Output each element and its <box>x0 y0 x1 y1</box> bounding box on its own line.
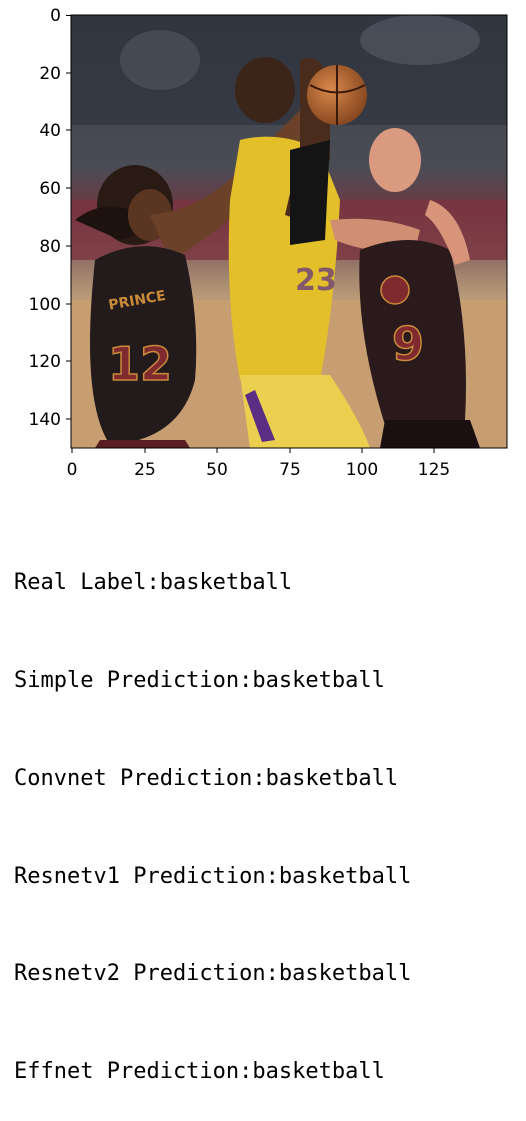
prediction-output: Real Label:basketball Simple Prediction:… <box>14 502 411 1121</box>
x-tick-label: 100 <box>346 460 378 480</box>
y-tick-label: 0 <box>50 6 61 26</box>
y-tick-label: 60 <box>39 179 61 199</box>
output-value: basketball <box>278 961 412 987</box>
y-tick-label: 120 <box>29 352 61 372</box>
output-separator: : <box>265 961 279 987</box>
output-label: Effnet Prediction <box>14 1059 240 1085</box>
x-axis: 0 25 50 75 100 125 <box>67 448 450 480</box>
y-tick-label: 80 <box>39 237 61 257</box>
x-tick-label: 0 <box>67 460 78 480</box>
output-label: Convnet Prediction <box>14 765 253 791</box>
output-separator: : <box>239 1059 253 1085</box>
output-separator: : <box>265 863 279 889</box>
output-separator: : <box>146 570 160 596</box>
output-line-resnetv2: Resnetv2 Prediction:basketball <box>14 958 411 991</box>
x-tick-label: 75 <box>279 460 301 480</box>
output-value: basketball <box>159 570 293 596</box>
output-label: Resnetv1 Prediction <box>14 863 266 889</box>
output-value: basketball <box>278 863 412 889</box>
output-value: basketball <box>252 1059 385 1085</box>
y-tick-label: 20 <box>39 64 61 84</box>
output-line-resnetv1: Resnetv1 Prediction:basketball <box>14 861 411 894</box>
output-label: Simple Prediction <box>14 667 240 693</box>
x-tick-label: 125 <box>418 460 450 480</box>
jersey-right-number: 9 <box>392 317 424 371</box>
output-separator: : <box>239 667 253 693</box>
x-tick-label: 25 <box>134 460 156 480</box>
output-line-real-label: Real Label:basketball <box>14 567 411 600</box>
x-tick-label: 50 <box>206 460 228 480</box>
y-tick-label: 40 <box>39 121 61 141</box>
basketball-photo: 23 PRINCE 12 9 <box>71 15 507 448</box>
output-line-convnet: Convnet Prediction:basketball <box>14 763 411 796</box>
output-value: basketball <box>252 667 385 693</box>
y-axis: 0 20 40 60 80 100 120 140 <box>29 6 71 430</box>
output-label: Real Label <box>14 570 147 596</box>
output-separator: : <box>252 765 266 791</box>
y-tick-label: 100 <box>29 295 61 315</box>
output-line-simple: Simple Prediction:basketball <box>14 665 411 698</box>
y-tick-label: 140 <box>29 410 61 430</box>
svg-text:23: 23 <box>295 263 337 298</box>
output-line-effnet: Effnet Prediction:basketball <box>14 1056 411 1089</box>
jersey-left-number: 12 <box>108 337 172 391</box>
image-plot: 23 PRINCE 12 9 0 20 40 60 <box>29 6 508 480</box>
output-label: Resnetv2 Prediction <box>14 961 266 987</box>
output-value: basketball <box>265 765 399 791</box>
player-center: 23 <box>228 57 370 448</box>
